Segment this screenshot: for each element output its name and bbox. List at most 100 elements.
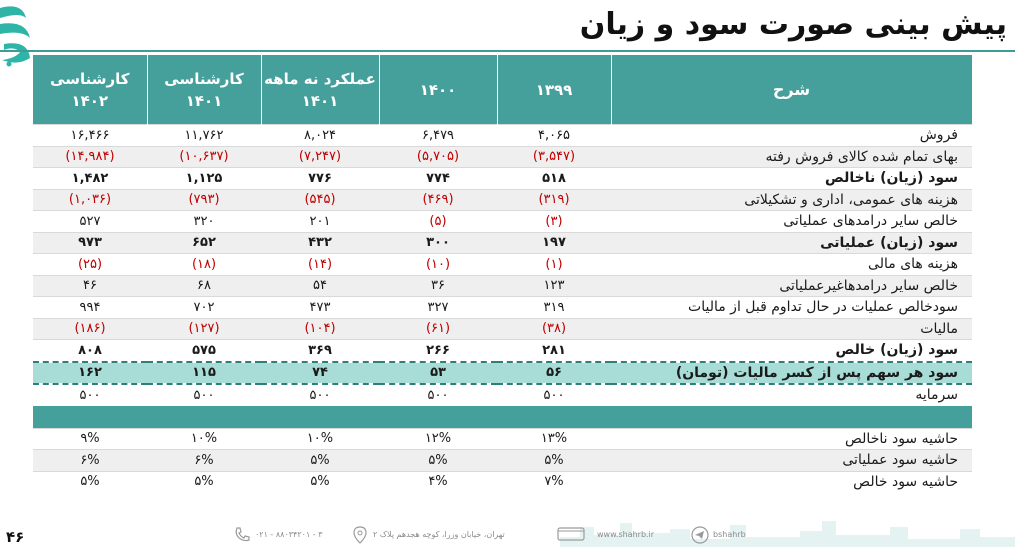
phone-icon	[235, 527, 250, 542]
row-label: حاشیه سود عملیاتی	[611, 449, 972, 471]
value-cell: ۳۲۰	[147, 210, 261, 232]
value-cell: ۳۶	[379, 274, 497, 297]
value-cell: ۵%	[379, 449, 497, 471]
value-cell: ۷%	[497, 470, 611, 492]
header-expert-1401: کارشناسی ۱۴۰۱	[147, 55, 262, 125]
row-label: خالص سایر درامدهاغیرعملیاتی	[611, 274, 972, 297]
table-row: ۱۶۲ ۱۱۵ ۷۴ ۵۳ ۵۶ سود هر سهم پس از کسر مالیات …	[33, 360, 972, 385]
location-pin-icon	[353, 526, 367, 544]
value-cell: ۵۰۰	[33, 383, 147, 406]
footer-contact-bar: ۰۲۱ - ۸۸۰۳۴۲۰۱ - ۳ تهران، خیابان وزرا، ک…	[225, 524, 785, 546]
value-cell: (۳)	[497, 210, 611, 232]
value-cell: ۴۶	[33, 274, 147, 297]
value-cell: (۳۸)	[497, 317, 611, 340]
value-cell: ۶%	[33, 449, 147, 471]
value-cell: (۱۰۴)	[261, 317, 379, 340]
row-label: حاشیه سود خالص	[611, 470, 972, 492]
value-cell: ۸,۰۲۴	[261, 124, 379, 146]
value-cell: (۱۸)	[147, 253, 261, 275]
value-cell: ۷۷۶	[261, 167, 379, 189]
value-cell: ۱,۱۲۵	[147, 167, 261, 189]
footer-website[interactable]: www.shahrb.ir	[597, 530, 655, 539]
table-row: ۸۰۸ ۵۷۵ ۳۶۹ ۲۶۶ ۲۸۱ سود (زیان) خالص	[33, 339, 972, 362]
value-cell: ۷۷۴	[379, 167, 497, 189]
value-cell: ۵۴	[261, 274, 379, 297]
value-cell: ۷۴	[261, 360, 379, 385]
value-cell: ۱۶۲	[33, 360, 147, 385]
table-row: ۱,۴۸۲ ۱,۱۲۵ ۷۷۶ ۷۷۴ ۵۱۸ سود (زیان) ناخالص	[33, 167, 972, 189]
value-cell: ۴۷۳	[261, 296, 379, 318]
table-row: ۹۷۳ ۶۵۲ ۴۳۲ ۳۰۰ ۱۹۷ سود (زیان) عملیاتی	[33, 231, 972, 254]
value-cell: ۹۹۴	[33, 296, 147, 318]
value-cell: ۶۵۲	[147, 231, 261, 254]
value-cell: ۹۷۳	[33, 231, 147, 254]
value-cell: ۳۱۹	[497, 296, 611, 318]
section-separator	[33, 405, 972, 428]
city-skyline-decoration	[560, 521, 1015, 547]
table-row: (۱,۰۳۶) (۷۹۳) (۵۴۵) (۴۶۹) (۳۱۹) هزینه های عمو…	[33, 188, 972, 211]
table-row: (۱۸۶) (۱۲۷) (۱۰۴) (۶۱) (۳۸) مالیات	[33, 317, 972, 340]
value-cell: ۱۰%	[147, 427, 261, 450]
value-cell: ۱۰%	[261, 427, 379, 450]
value-cell: (۵۴۵)	[261, 188, 379, 211]
value-cell: ۴%	[379, 470, 497, 492]
value-cell: (۱۴,۹۸۴)	[33, 145, 147, 168]
value-cell: ۵%	[33, 470, 147, 492]
value-cell: ۱۲۳	[497, 274, 611, 297]
page-title: پیش بینی صورت سود و زیان	[579, 7, 1007, 42]
value-cell: ۵۷۵	[147, 339, 261, 362]
header-description: شرح	[611, 55, 973, 125]
value-cell: ۵۳	[379, 360, 497, 385]
value-cell: ۱,۴۸۲	[33, 167, 147, 189]
logo-icon	[0, 6, 30, 67]
header-1399: ۱۳۹۹	[497, 55, 612, 125]
table-row: ۴۶ ۶۸ ۵۴ ۳۶ ۱۲۳ خالص سایر درامدهاغیرعملیاتی	[33, 274, 972, 297]
value-cell: (۱)	[497, 253, 611, 275]
margin-row: ۶% ۶% ۵% ۵% ۵% حاشیه سود عملیاتی	[33, 449, 972, 471]
row-label: سود (زیان) ناخالص	[611, 167, 972, 189]
header-expert-1402: کارشناسی ۱۴۰۲	[33, 55, 148, 125]
value-cell: ۶%	[147, 449, 261, 471]
value-cell: ۶۸	[147, 274, 261, 297]
web-browser-icon	[557, 527, 585, 541]
title-divider	[0, 50, 1015, 52]
table-row: (۱۴,۹۸۴) (۱۰,۶۳۷) (۷,۲۴۷) (۵,۷۰۵) (۳,۵۴۷) بها…	[33, 145, 972, 168]
value-cell: ۵۲۷	[33, 210, 147, 232]
value-cell: ۲۰۱	[261, 210, 379, 232]
value-cell: (۵)	[379, 210, 497, 232]
value-cell: ۳۶۹	[261, 339, 379, 362]
value-cell: ۹%	[33, 427, 147, 450]
value-cell: ۱۱۵	[147, 360, 261, 385]
value-cell: ۵%	[147, 470, 261, 492]
value-cell: ۱۹۷	[497, 231, 611, 254]
table-row: ۵۲۷ ۳۲۰ ۲۰۱ (۵) (۳) خالص سایر درامدهای عملیات…	[33, 210, 972, 232]
page-number: ۴۶	[6, 528, 25, 546]
table-row: ۱۶,۴۶۶ ۱۱,۷۶۲ ۸,۰۲۴ ۶,۴۷۹ ۴,۰۶۵ فروش	[33, 124, 972, 146]
row-label: هزینه های مالی	[611, 253, 972, 275]
value-cell: ۱۱,۷۶۲	[147, 124, 261, 146]
value-cell: ۲۸۱	[497, 339, 611, 362]
value-cell: ۴,۰۶۵	[497, 124, 611, 146]
value-cell: (۱۴)	[261, 253, 379, 275]
value-cell: ۶,۴۷۹	[379, 124, 497, 146]
value-cell: (۲۵)	[33, 253, 147, 275]
row-label: سود هر سهم پس از کسر مالیات (تومان)	[611, 360, 972, 385]
footer-telegram[interactable]: bshahrb	[713, 530, 746, 539]
value-cell: ۳۰۰	[379, 231, 497, 254]
row-label: سود (زیان) عملیاتی	[611, 231, 972, 254]
value-cell: (۱۰,۶۳۷)	[147, 145, 261, 168]
value-cell: (۱,۰۳۶)	[33, 188, 147, 211]
value-cell: ۵۰۰	[497, 383, 611, 406]
value-cell: (۴۶۹)	[379, 188, 497, 211]
footer-address: تهران، خیابان وزرا، کوچه هجدهم پلاک ۲	[373, 530, 505, 539]
value-cell: ۷۰۲	[147, 296, 261, 318]
value-cell: ۱۳%	[497, 427, 611, 450]
table-row: ۵۰۰ ۵۰۰ ۵۰۰ ۵۰۰ ۵۰۰ سرمایه	[33, 383, 972, 406]
value-cell: (۷۹۳)	[147, 188, 261, 211]
row-label: حاشیه سود ناخالص	[611, 427, 972, 450]
row-label: خالص سایر درامدهای عملیاتی	[611, 210, 972, 232]
value-cell: ۲۶۶	[379, 339, 497, 362]
value-cell: ۵%	[261, 470, 379, 492]
row-label: سودخالص عملیات در حال تداوم قبل از مالیا…	[611, 296, 972, 318]
value-cell: ۵۱۸	[497, 167, 611, 189]
